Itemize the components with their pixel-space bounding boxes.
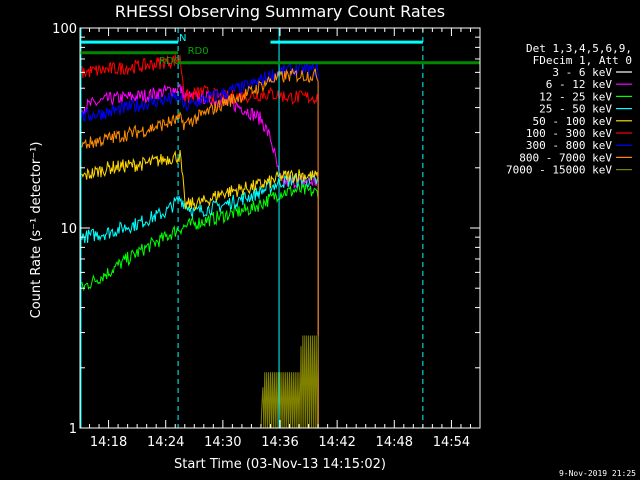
legend-header-line-1: Det 1,3,4,5,6,9, [526, 42, 632, 55]
y-tick-label-0: 1 [69, 422, 77, 437]
y-tick-label-1: 10 [60, 222, 77, 237]
legend-label-0: 3 - 6 keV [552, 66, 612, 79]
legend-label-1: 6 - 12 keV [546, 78, 613, 91]
x-tick-label-5: 14:48 [376, 435, 413, 450]
x-tick-label-3: 14:36 [261, 435, 298, 450]
annotation-1: RD0 [188, 46, 209, 57]
x-axis-label: Start Time (03-Nov-13 14:15:02) [174, 457, 386, 472]
x-tick-label-2: 14:30 [204, 435, 241, 450]
annotation-2: RD0 [159, 56, 180, 67]
x-tick-label-4: 14:42 [318, 435, 355, 450]
x-tick-label-6: 14:54 [433, 435, 470, 450]
legend-label-8: 7000 - 15000 keV [506, 164, 612, 177]
legend-label-2: 12 - 25 keV [539, 90, 612, 103]
legend-header-line-2: FDecim 1, Att 0 [533, 54, 632, 67]
legend-label-5: 100 - 300 keV [526, 127, 612, 140]
footer-date: 9-Nov-2019 21:25 [559, 469, 636, 478]
series-line-7000-15000-kev [184, 335, 319, 428]
y-tick-label-2: 100 [52, 22, 77, 37]
y-axis-label: Count Rate (s⁻¹ detector⁻¹) [29, 142, 44, 319]
chart-title: RHESSI Observing Summary Count Rates [115, 2, 445, 21]
legend-label-7: 800 - 7000 keV [519, 151, 612, 164]
annotation-0: N [179, 33, 186, 44]
legend-label-3: 25 - 50 keV [539, 103, 612, 116]
x-tick-label-1: 14:24 [147, 435, 184, 450]
legend-label-4: 50 - 100 keV [533, 115, 613, 128]
legend-label-6: 300 - 800 keV [526, 139, 612, 152]
x-tick-label-0: 14:18 [90, 435, 127, 450]
legend: Det 1,3,4,5,6,9, FDecim 1, Att 0 3 - 6 k… [506, 42, 632, 177]
series-group [81, 54, 319, 428]
